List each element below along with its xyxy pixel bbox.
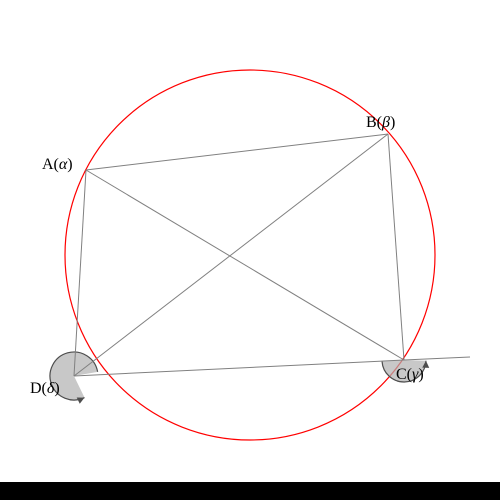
vertex-b-greek: β — [382, 114, 390, 131]
vertex-d-suffix: ) — [54, 380, 59, 397]
vertex-label-d: D(δ) — [30, 380, 60, 398]
vertex-a-prefix: A( — [42, 156, 59, 173]
vertex-b-suffix: ) — [390, 114, 395, 131]
vertex-b-prefix: B( — [366, 114, 382, 131]
vertex-c-suffix: ) — [418, 366, 423, 383]
vertex-label-b: B(β) — [366, 114, 395, 132]
vertex-c-prefix: C( — [396, 366, 412, 383]
vertex-label-a: A(α) — [42, 156, 73, 174]
vertex-label-c: C(γ) — [396, 366, 424, 384]
diagram-canvas: A(α) B(β) C(γ) D(δ) — [0, 0, 500, 500]
vertex-a-suffix: ) — [67, 156, 72, 173]
geometry-svg — [0, 0, 500, 500]
vertex-d-prefix: D( — [30, 380, 47, 397]
bottom-bar — [0, 482, 500, 500]
